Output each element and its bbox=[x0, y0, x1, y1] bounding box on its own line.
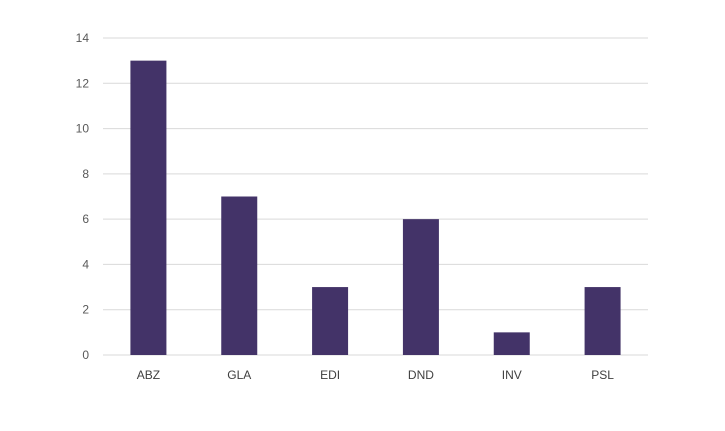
y-axis-tick-labels: 0 2 4 6 8 10 12 14 bbox=[76, 31, 90, 362]
bars bbox=[130, 60, 621, 356]
x-category-label: PSL bbox=[591, 368, 614, 382]
x-axis-category-labels: ABZ GLA EDI DND INV PSL bbox=[137, 368, 615, 382]
bar-psl bbox=[584, 287, 621, 355]
x-category-label: DND bbox=[408, 368, 434, 382]
x-category-label: ABZ bbox=[137, 368, 160, 382]
y-tick-label: 12 bbox=[76, 76, 90, 90]
y-tick-label: 10 bbox=[76, 122, 90, 136]
x-category-label: EDI bbox=[320, 368, 340, 382]
bar-dnd bbox=[402, 219, 439, 355]
x-category-label: INV bbox=[502, 368, 522, 382]
y-tick-label: 2 bbox=[82, 303, 89, 317]
y-tick-label: 14 bbox=[76, 31, 90, 45]
gridlines bbox=[103, 37, 648, 356]
bar-abz bbox=[130, 60, 167, 356]
x-category-label: GLA bbox=[227, 368, 251, 382]
bar-gla bbox=[221, 196, 258, 355]
bar-inv bbox=[493, 332, 530, 355]
y-tick-label: 0 bbox=[82, 348, 89, 362]
bar-edi bbox=[312, 287, 349, 355]
y-tick-label: 6 bbox=[82, 212, 89, 226]
y-tick-label: 8 bbox=[82, 167, 89, 181]
y-tick-label: 4 bbox=[82, 257, 89, 271]
